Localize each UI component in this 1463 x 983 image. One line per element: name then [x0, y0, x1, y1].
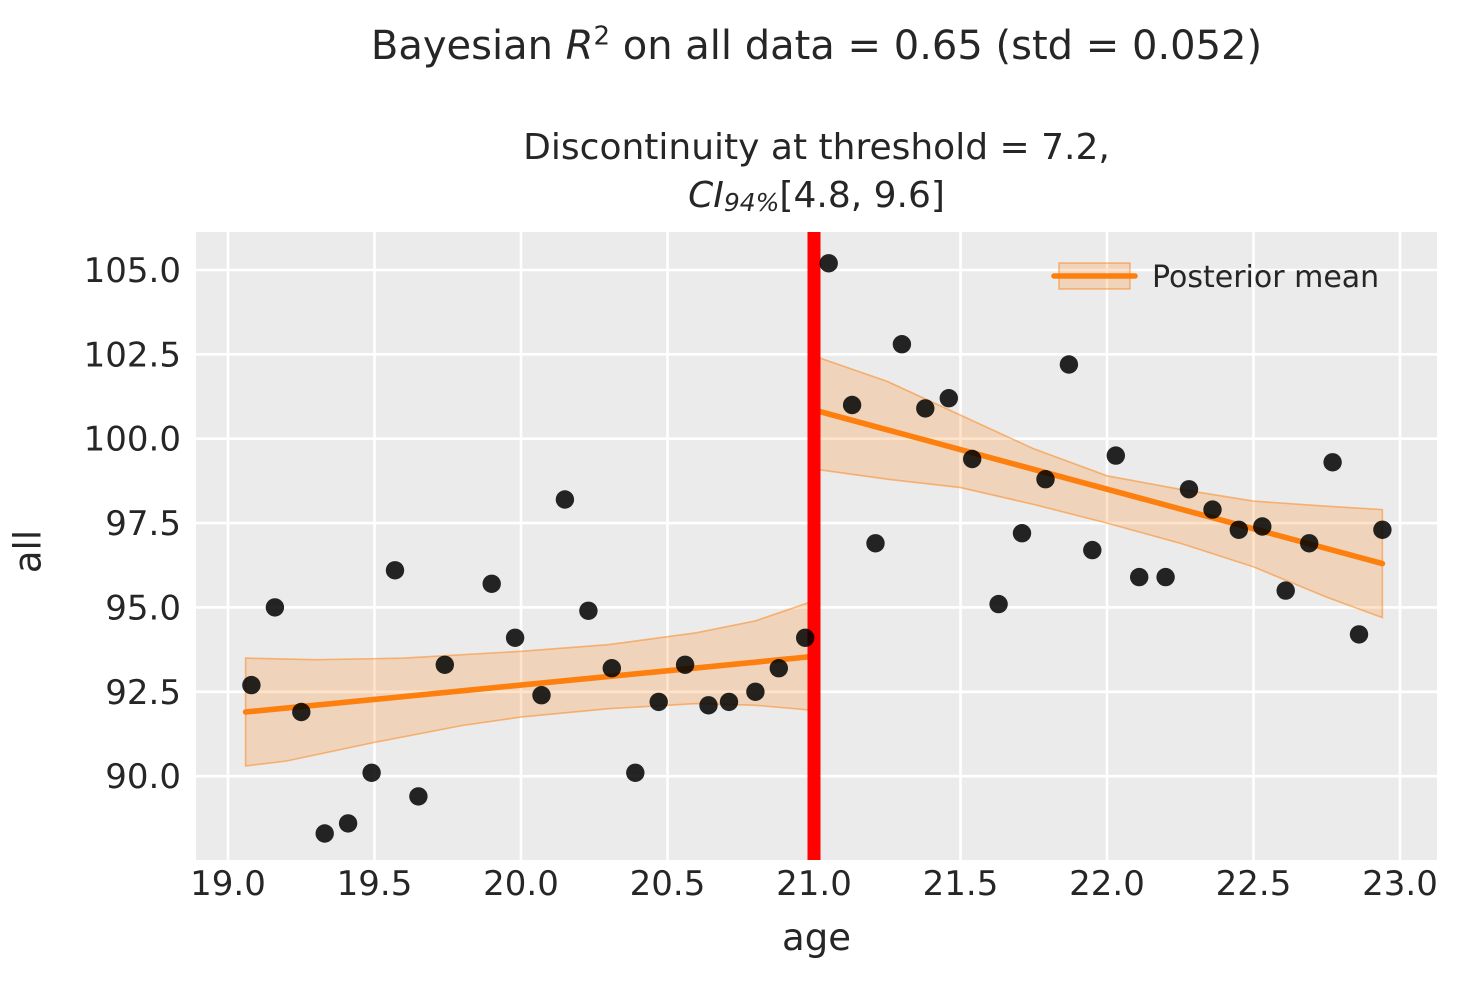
y-tick-label: 95.0 [105, 588, 181, 628]
posterior-mean-line-left [242, 653, 817, 715]
scatter-point [1059, 355, 1079, 374]
legend-label: Posterior mean [1152, 260, 1379, 295]
scatter-point [532, 686, 551, 705]
scatter-point [315, 824, 334, 843]
x-tick-label: 22.0 [1069, 864, 1145, 904]
scatter-point [1012, 524, 1032, 543]
x-tick-label: 20.0 [483, 864, 559, 904]
scatter-point [866, 534, 885, 553]
scatter-point [292, 702, 311, 722]
scatter-point [989, 594, 1008, 614]
scatter-point [626, 763, 645, 782]
x-tick-label: 23.0 [1362, 864, 1438, 904]
figure-title-exponent: 2 [593, 21, 610, 52]
scatter-point [1156, 567, 1175, 587]
scatter-point [796, 628, 815, 647]
scatter-point [362, 763, 381, 782]
scatter-point [892, 335, 912, 354]
figure-title-text: Bayesian [370, 23, 566, 69]
scatter-point [1300, 534, 1319, 553]
x-tick-label: 21.0 [776, 864, 852, 904]
ci-symbol: CI [688, 174, 724, 216]
y-tick-label: 105.0 [84, 251, 181, 291]
scatter-point [819, 254, 838, 273]
scatter-point [963, 449, 982, 469]
scatter-point [482, 574, 501, 593]
axes-title-line2: CI94%[4.8, 9.6] [196, 172, 1437, 220]
x-tick-label: 20.5 [630, 864, 706, 904]
scatter-point [939, 389, 958, 408]
y-tick-label: 92.5 [105, 673, 181, 713]
axes-title: Discontinuity at threshold = 7.2, CI94%[… [196, 124, 1437, 220]
scatter-point [1083, 540, 1102, 560]
posterior-mean-line-right [811, 407, 1386, 567]
scatter-point [1323, 453, 1342, 472]
x-axis-label: age [782, 916, 851, 959]
scatter-point [242, 675, 261, 695]
y-tick-label: 97.5 [105, 504, 181, 544]
scatter-point [699, 696, 718, 715]
scatter-point [1276, 581, 1295, 600]
scatter-point [675, 655, 695, 674]
y-axis-label: all [6, 529, 50, 574]
x-tick-label: 22.5 [1216, 864, 1292, 904]
y-tick-label: 102.5 [84, 335, 181, 375]
scatter-point [746, 682, 765, 701]
y-tick-label: 100.0 [84, 420, 181, 460]
axes-title-line1: Discontinuity at threshold = 7.2, [523, 127, 1110, 168]
figure-title-math-r: R [565, 23, 594, 69]
x-tick-label: 21.5 [923, 864, 999, 904]
scatter-point [435, 655, 454, 674]
scatter-point [338, 814, 358, 833]
x-tick-label: 19.5 [337, 864, 413, 904]
y-tick-label: 90.0 [105, 757, 181, 797]
scatter-point [555, 490, 575, 509]
scatter-point [409, 787, 428, 806]
scatter-point [602, 659, 621, 678]
x-tick-label: 19.0 [190, 864, 266, 904]
scatter-point [505, 628, 525, 647]
scatter-point [265, 598, 285, 617]
ci-subscript: 94% [723, 188, 780, 218]
figure-title-rest: on all data = 0.65 (std = 0.052) [610, 23, 1263, 69]
ci-interval: [4.8, 9.6] [779, 174, 945, 216]
scatter-point [385, 561, 405, 580]
scatter-point [1229, 520, 1249, 539]
scatter-point [1203, 500, 1222, 519]
scatter-point [1106, 446, 1126, 465]
scatter-point [769, 659, 788, 678]
scatter-point [842, 395, 862, 415]
scatter-point [1373, 520, 1392, 539]
scatter-point [649, 692, 668, 712]
scatter-point [1349, 625, 1369, 644]
scatter-point [719, 692, 739, 712]
scatter-point [1179, 480, 1199, 499]
scatter-point [1130, 567, 1149, 587]
figure-title: Bayesian R2 on all data = 0.65 (std = 0.… [196, 22, 1437, 70]
scatter-point [1036, 470, 1055, 489]
scatter-point [1253, 517, 1272, 536]
scatter-point [579, 601, 598, 620]
scatter-point [916, 399, 935, 418]
